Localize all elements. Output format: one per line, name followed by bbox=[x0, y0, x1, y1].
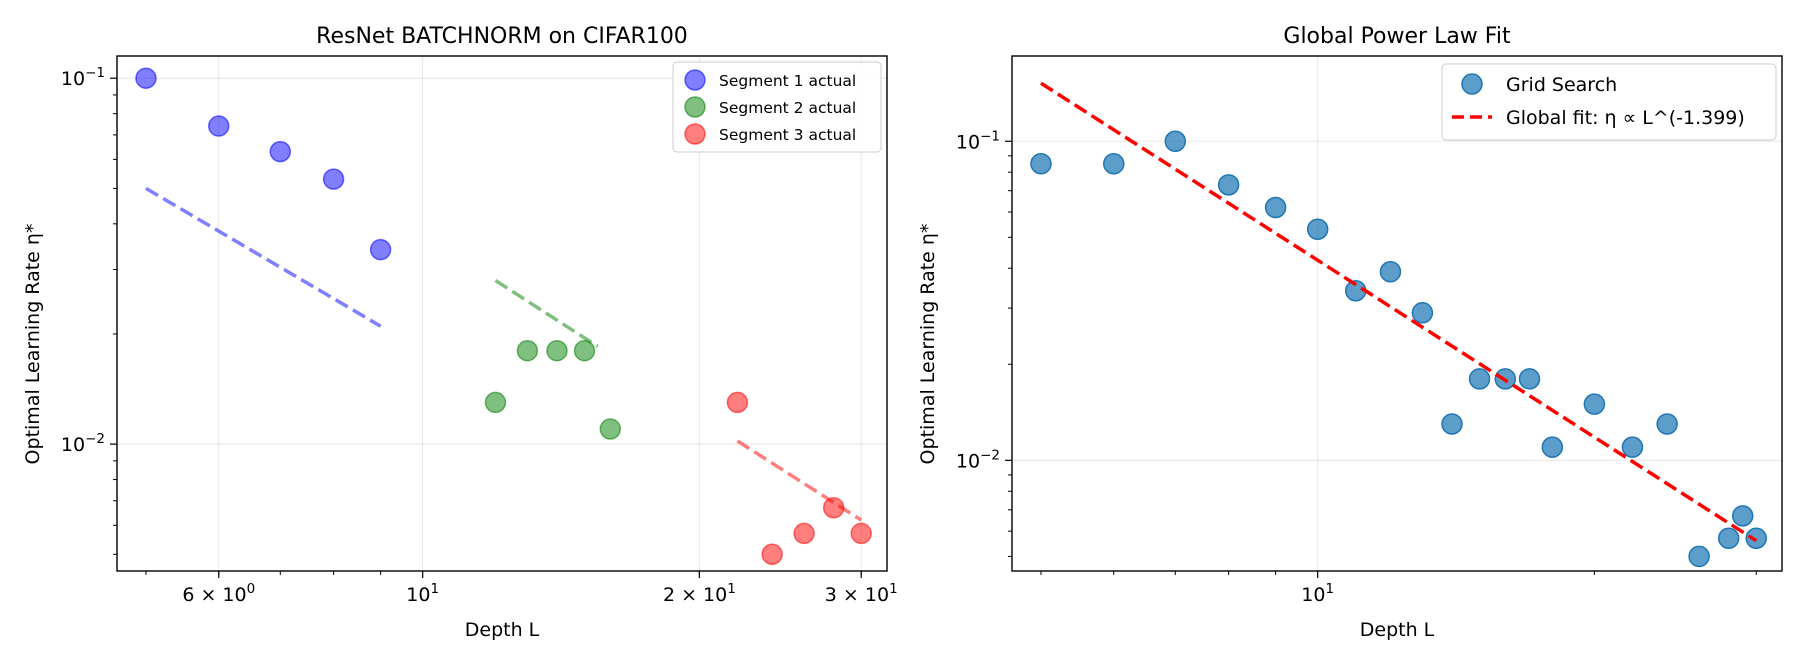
segment-1-fit-line bbox=[145, 186, 382, 328]
segment-3-point bbox=[793, 522, 815, 545]
right-y-tick-label: 10−1 bbox=[956, 128, 1000, 153]
left-legend-marker bbox=[684, 69, 706, 91]
segment-3-point bbox=[850, 522, 872, 545]
segment-2-point bbox=[599, 418, 622, 440]
right-legend-label: Grid Search bbox=[1506, 74, 1617, 96]
grid-search-point bbox=[1745, 527, 1767, 549]
right-legend-marker bbox=[1461, 73, 1483, 95]
segment-1-point bbox=[322, 168, 345, 190]
grid-search-point bbox=[1688, 545, 1710, 568]
grid-search-point bbox=[1441, 413, 1463, 435]
left-plot-area bbox=[135, 67, 872, 566]
left-x-tick-label: 3 × 101 bbox=[825, 581, 898, 606]
grid-search-point bbox=[1583, 393, 1606, 415]
right-legend: Grid Search Global fit: η ∝ L^(-1.399) bbox=[1441, 63, 1777, 141]
right-legend-box bbox=[1441, 63, 1777, 141]
grid-search-point bbox=[1518, 368, 1541, 390]
segment-3-point bbox=[726, 391, 749, 414]
grid-search-point bbox=[1306, 218, 1329, 240]
right-plot-area bbox=[1030, 81, 1767, 568]
right-legend-label: Global fit: η ∝ L^(-1.399) bbox=[1506, 107, 1745, 129]
right-y-axis-label: Optimal Learning Rate η* bbox=[917, 224, 939, 465]
segment-1-point bbox=[208, 115, 230, 137]
grid-search-point bbox=[1379, 260, 1402, 283]
grid-search-point bbox=[1217, 174, 1240, 196]
segment-2-point bbox=[546, 339, 568, 362]
grid-search-point bbox=[1656, 413, 1678, 435]
left-y-tick-label: 10−1 bbox=[61, 65, 105, 90]
grid-search-point bbox=[1731, 505, 1754, 527]
grid-search-point bbox=[1541, 436, 1564, 458]
left-chart-panel: ResNet BATCHNORM on CIFAR100 Depth L Opt… bbox=[22, 24, 898, 641]
segment-2-point bbox=[484, 391, 507, 414]
grid-search-point bbox=[1621, 436, 1644, 458]
segment-2-fit-line bbox=[494, 279, 599, 348]
segment-1-point bbox=[269, 140, 292, 163]
segment-2-point bbox=[516, 339, 539, 362]
segment-1-point bbox=[135, 67, 157, 89]
segment-2-point bbox=[573, 339, 596, 362]
grid-search-point bbox=[1411, 302, 1434, 324]
segment-3-point bbox=[761, 543, 783, 566]
right-axes-frame bbox=[1011, 55, 1783, 572]
left-x-tick-label: 101 bbox=[406, 581, 439, 606]
left-x-axis-label: Depth L bbox=[465, 619, 540, 641]
right-chart-panel: Global Power Law Fit Depth L Optimal Lea… bbox=[917, 24, 1783, 641]
left-y-tick-label: 10−2 bbox=[61, 431, 105, 456]
right-y-tick-label: 10−2 bbox=[956, 447, 1000, 472]
grid-search-point bbox=[1717, 527, 1740, 549]
left-legend-label: Segment 3 actual bbox=[719, 126, 856, 144]
left-legend-label: Segment 1 actual bbox=[719, 72, 856, 90]
left-y-axis-label: Optimal Learning Rate η* bbox=[22, 224, 44, 465]
left-x-tick-label: 6 × 100 bbox=[182, 581, 255, 606]
grid-search-point bbox=[1264, 196, 1287, 219]
segment-3-point bbox=[822, 496, 845, 519]
left-legend: Segment 1 actual Segment 2 actual Segment … bbox=[672, 61, 882, 153]
right-x-tick-label: 101 bbox=[1301, 581, 1334, 606]
segment-1-point bbox=[369, 238, 392, 261]
left-legend-marker bbox=[684, 123, 706, 145]
grid-search-point bbox=[1164, 130, 1187, 153]
left-legend-marker bbox=[684, 96, 706, 118]
grid-search-point bbox=[1103, 153, 1125, 175]
right-x-axis-label: Depth L bbox=[1360, 619, 1435, 641]
left-legend-box bbox=[672, 61, 882, 153]
grid-search-point bbox=[1468, 368, 1491, 390]
left-axes-frame bbox=[116, 55, 888, 572]
right-chart-title: Global Power Law Fit bbox=[1283, 24, 1511, 49]
left-legend-label: Segment 2 actual bbox=[719, 99, 856, 117]
global-fit-line bbox=[1040, 81, 1758, 543]
grid-search-point bbox=[1030, 153, 1052, 175]
left-x-tick-label: 2 × 101 bbox=[663, 581, 736, 606]
left-chart-title: ResNet BATCHNORM on CIFAR100 bbox=[316, 24, 688, 49]
